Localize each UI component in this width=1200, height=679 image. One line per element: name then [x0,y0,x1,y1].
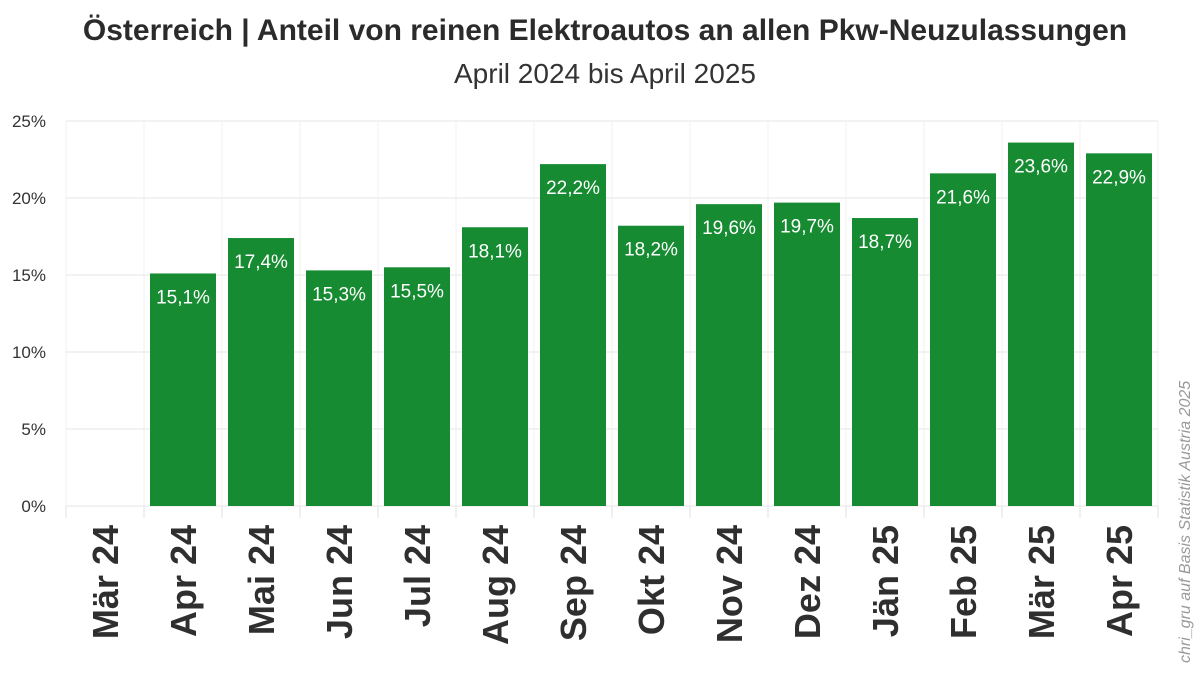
x-tick-label: Mai 24 [241,525,282,635]
x-tick-label: Apr 24 [163,525,204,637]
x-tick-label: Jul 24 [397,525,438,627]
data-label: 22,2% [546,178,600,199]
y-tick-label: 25% [12,112,46,131]
data-label: 15,3% [312,284,366,305]
data-label: 19,6% [702,218,756,239]
x-tick-label: Apr 25 [1099,525,1140,637]
bar [150,273,216,506]
bar [930,173,996,507]
x-tick-label: Nov 24 [709,525,750,643]
bar [852,218,918,506]
data-label: 18,2% [624,240,678,261]
x-tick-label: Feb 25 [943,525,984,639]
y-tick-label: 20% [12,189,46,208]
bar [618,225,684,506]
source-note: chri_gru auf Basis Statistik Austria 202… [1177,380,1194,663]
data-label: 19,7% [780,217,834,238]
x-tick-label: Okt 24 [631,525,672,635]
bar [774,202,840,506]
bar [696,204,762,506]
chart-title: Österreich | Anteil von reinen Elektroau… [82,14,1128,47]
x-tick-label: Mär 25 [1021,525,1062,639]
gridlines [65,120,1159,518]
bar [228,238,294,507]
bar [1008,142,1074,506]
x-tick-label: Dez 24 [787,525,828,639]
data-label: 22,9% [1092,167,1146,188]
bar [384,267,450,506]
y-tick-label: 10% [12,343,46,362]
data-label: 21,6% [936,187,990,208]
x-tick-label: Jun 24 [319,525,360,639]
x-tick-label: Jän 25 [865,525,906,637]
data-label: 18,1% [468,241,522,262]
x-axis-labels: Mär 24 Apr 24 Mai 24 Jun 24 Jul 24 Aug 24 Sep … [85,525,1140,645]
bar [540,164,606,506]
data-label: 23,6% [1014,157,1068,178]
chart-subtitle: April 2024 bis April 2025 [454,58,756,89]
bar [462,227,528,506]
data-label: 15,1% [156,287,210,308]
data-label: 18,7% [858,232,912,253]
y-tick-label: 0% [21,497,46,516]
bar [306,270,372,506]
y-tick-label: 15% [12,266,46,285]
y-axis-labels: 0% 5% 10% 15% 20% 25% [12,112,46,516]
data-labels: 15,1% 17,4% 15,3% 15,5% 18,1% 22,2% 18,2% 19,6%… [156,157,1146,309]
y-tick-label: 5% [21,420,46,439]
bar [1086,153,1152,506]
data-label: 17,4% [234,252,288,273]
x-tick-label: Aug 24 [475,525,516,645]
data-label: 15,5% [390,281,444,302]
x-tick-label: Mär 24 [85,525,126,639]
x-tick-label: Sep 24 [553,525,594,641]
bars [150,142,1152,507]
